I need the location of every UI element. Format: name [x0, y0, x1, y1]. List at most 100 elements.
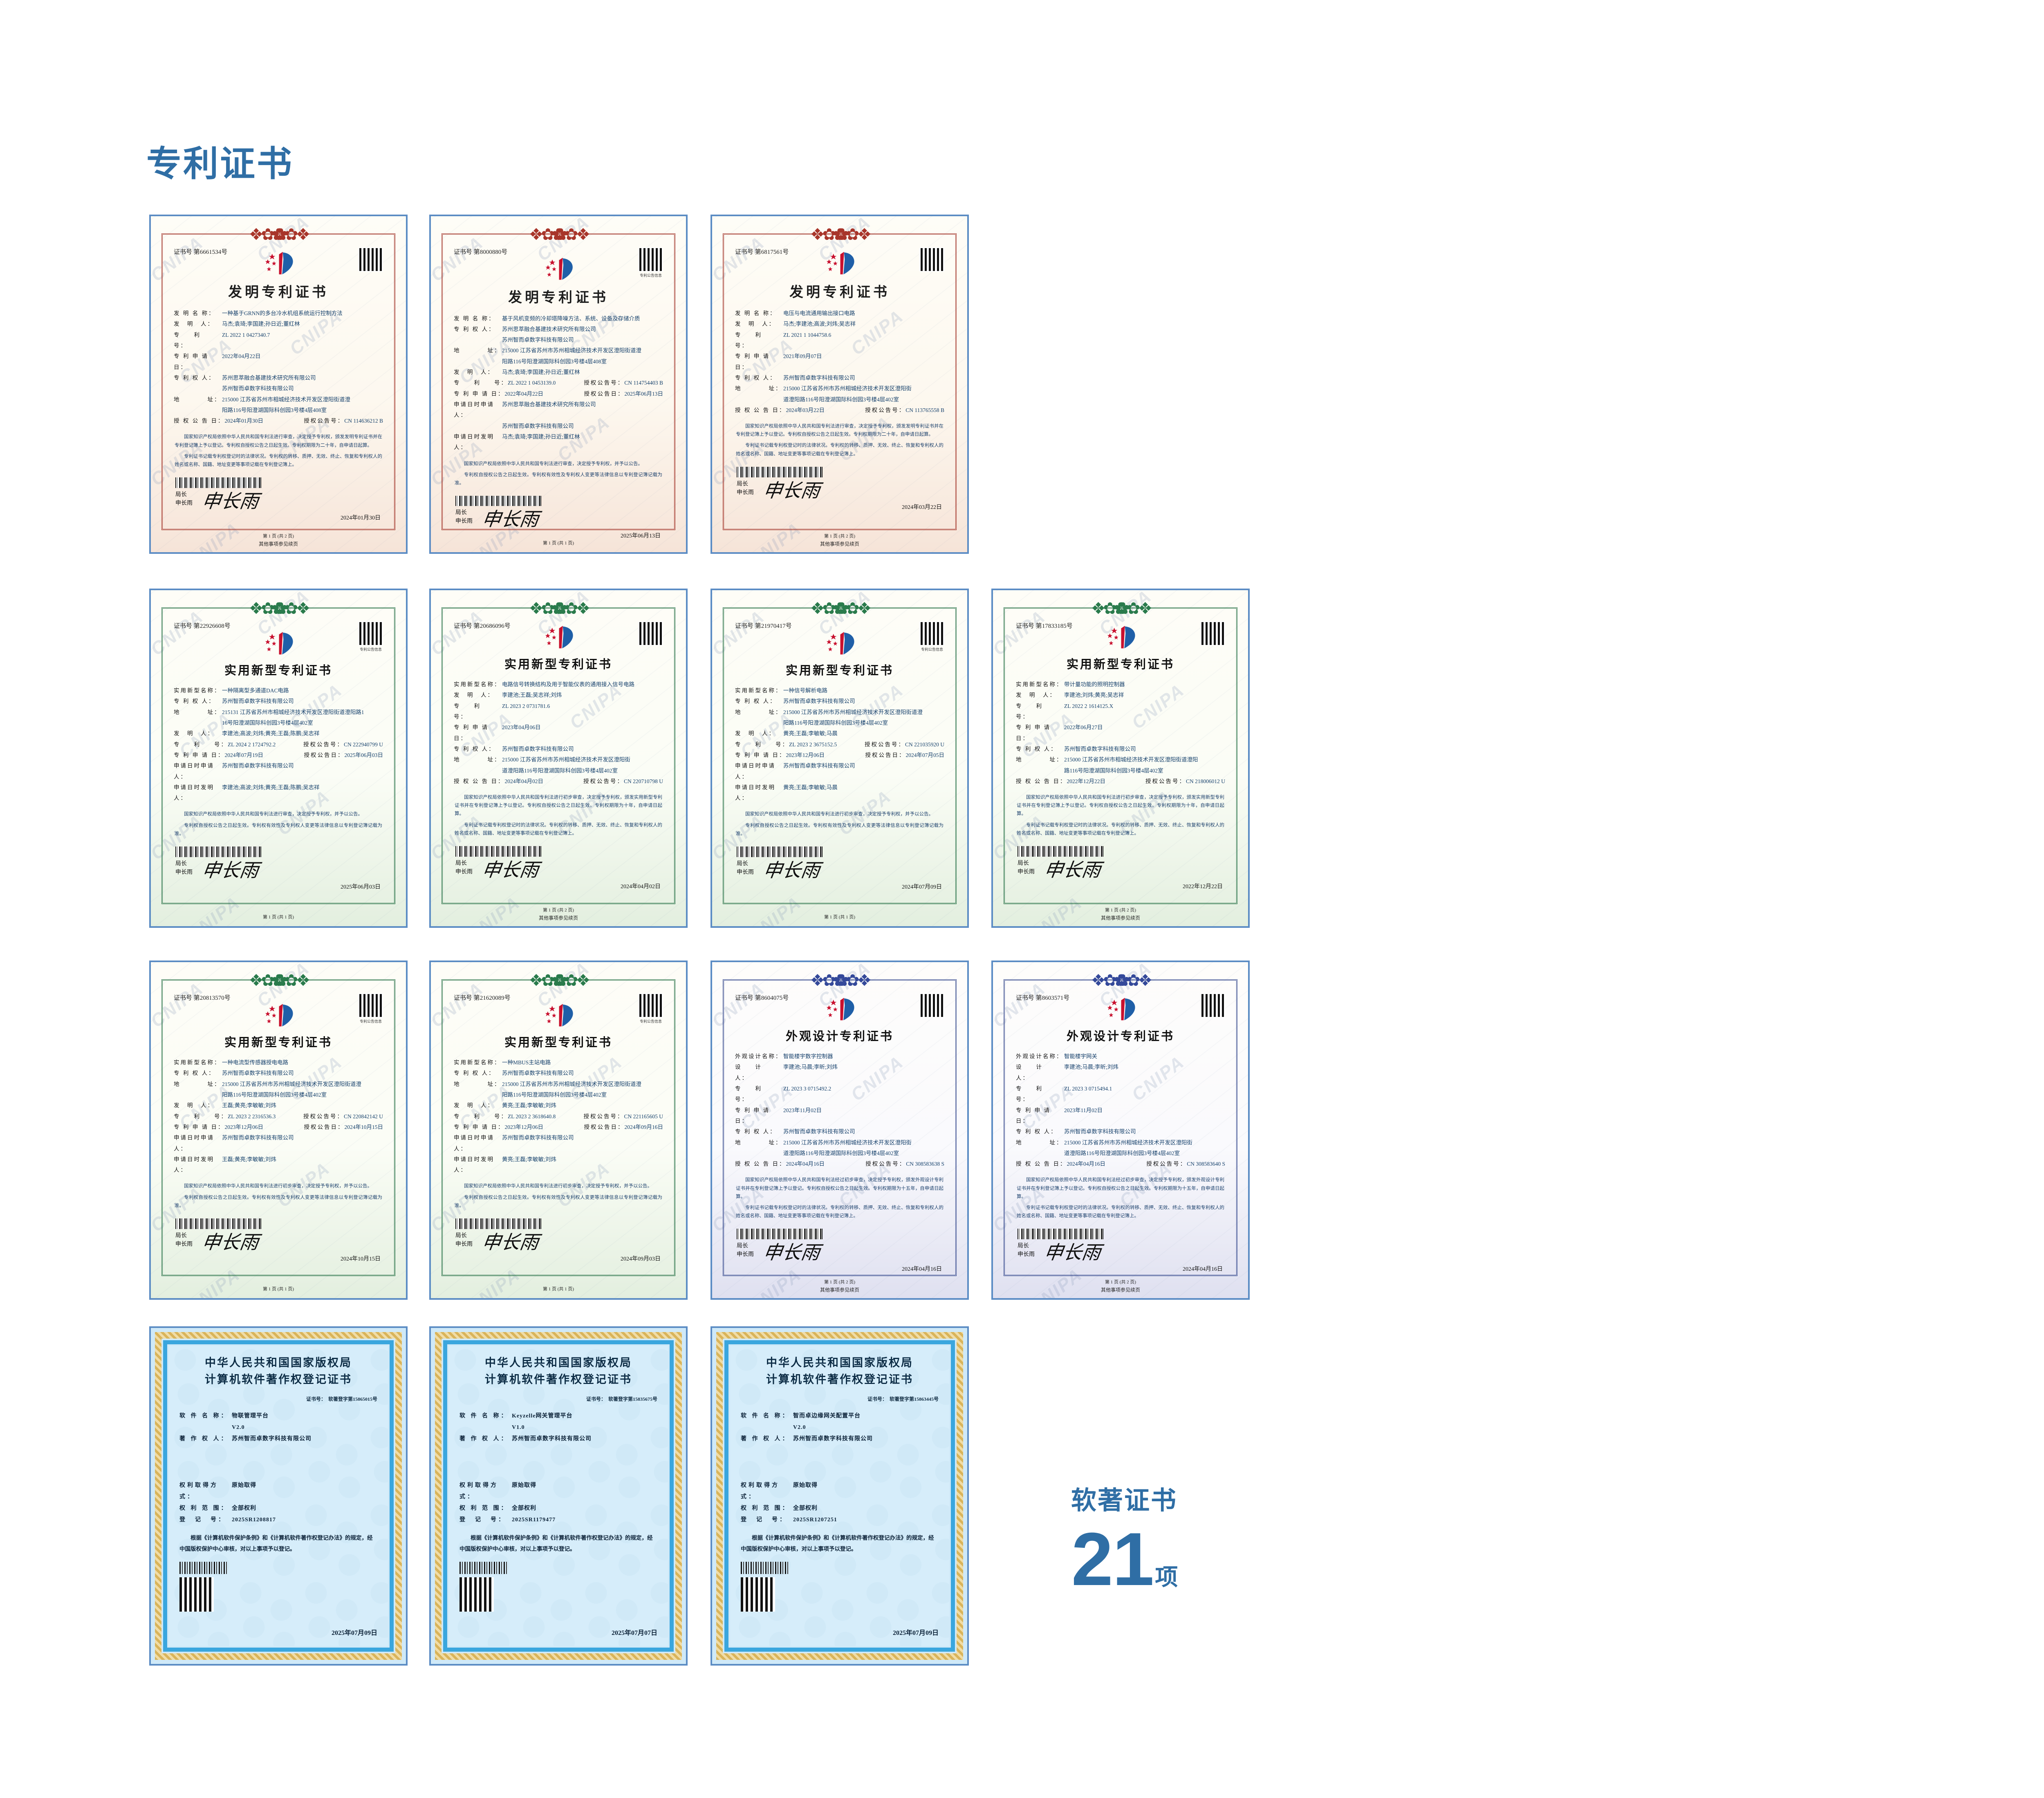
software-copyright-certificate-card[interactable]: 中华人民共和国国家版权局 计算机软件著作权登记证书 证书号： 软著登字第15835…	[429, 1326, 688, 1666]
certificate-frame: ❖✿❖✿❖ ✿ ✿	[161, 226, 395, 530]
cert-field-label	[735, 718, 783, 728]
soft-field-label	[741, 1422, 793, 1433]
certificate-title: 发明专利证书	[508, 289, 609, 306]
cert-field-value: 215000 江苏省苏州市相城经济技术开发区澄阳街道澄	[222, 396, 350, 403]
certificate-date: 2024年04月16日	[902, 1266, 942, 1273]
soft-field-row: 软 件 名 称： Keyzelle网关管理平台	[459, 1411, 657, 1422]
certificate-footer: 第 1 页 (共 2 页) 其他事项参见续页	[719, 533, 961, 548]
soft-field-label: 著 作 权 人：	[179, 1436, 229, 1442]
cert-field-label: 申请日时发明人：	[454, 433, 494, 451]
cert-field-value: 苏州思萃融合基建技术研究所有限公司	[502, 401, 596, 408]
soft-field-row: 登 记 号： 2025SR1179477	[459, 1514, 657, 1526]
cert-field-row: 申请日时申请人： 苏州智而卓数字科技有限公司	[454, 1133, 663, 1154]
cert-field-value: ZL 2022 1 0427340.7	[222, 331, 270, 338]
patent-certificate-card[interactable]: CNIPA CNIPA CNIPA CNIPA CNIPA CNIPA CNIPA ❖…	[710, 589, 969, 928]
patent-certificate-card[interactable]: CNIPA CNIPA CNIPA CNIPA CNIPA CNIPA CNIPA ❖…	[429, 215, 688, 554]
soft-field-row: 著 作 权 人： 苏州智而卓数字科技有限公司	[179, 1433, 377, 1445]
cert-field-value: 电压与电流通用输出接口电路	[783, 310, 855, 316]
cert-field-label	[174, 405, 222, 416]
soft-field-value: 2025SR1179477	[512, 1517, 556, 1523]
cert-field-pair-right: 授权公告日：2024年09月16日	[584, 1124, 663, 1130]
patent-certificate-card[interactable]: CNIPA CNIPA CNIPA CNIPA CNIPA CNIPA CNIPA ❖…	[149, 961, 408, 1300]
cert-field-label: 专 利 权 人：	[1016, 746, 1058, 752]
cert-field-pair: 专 利 号：ZL 2022 1 0453139.0 授权公告号：CN 11475…	[454, 378, 663, 388]
director-label: 局长 申长雨	[737, 860, 754, 875]
ornament-bottom-left-icon: ✿	[271, 971, 285, 990]
cert-field-label: 申请日时申请人：	[174, 1135, 214, 1152]
cert-field-label: 实用新型名称：	[454, 1059, 501, 1066]
cert-field-pair: 专 利 号：ZL 2023 2 3675152.5 授权公告号：CN 22103…	[735, 739, 944, 750]
patent-certificate-card[interactable]: CNIPA CNIPA CNIPA CNIPA CNIPA CNIPA CNIPA ❖…	[710, 215, 969, 554]
soft-field-value: 苏州智而卓数字科技有限公司	[512, 1436, 592, 1442]
software-copyright-certificate-card[interactable]: 中华人民共和国国家版权局 计算机软件著作权登记证书 证书号： 软著登字第15863…	[710, 1326, 969, 1666]
soft-field-row: 著 作 权 人： 苏州智而卓数字科技有限公司	[459, 1433, 657, 1445]
patent-certificate-card[interactable]: CNIPA CNIPA CNIPA CNIPA CNIPA CNIPA CNIPA ❖…	[149, 589, 408, 928]
cert-field-label: 外观设计名称：	[1016, 1053, 1063, 1059]
cert-field-pair: 授 权 公 告 日：2024年04月16日 授权公告号：CN 308583638…	[735, 1159, 944, 1169]
certificate-title: 实用新型专利证书	[1066, 657, 1174, 671]
certificate-continue-note: 其他事项参见续页	[1100, 915, 1140, 921]
soft-field-value: V1.0	[512, 1424, 525, 1431]
cert-field-value: 道澄阳路116号阳澄湖国际科创园3号楼4层402室	[502, 767, 618, 774]
soft-cert-fields: 软 件 名 称： Keyzelle网关管理平台 V1.0 著 作 权 人： 苏州智而卓数…	[459, 1411, 657, 1526]
cert-field-label: 发 明 人：	[454, 692, 494, 699]
badge-unit: 项	[1155, 1564, 1178, 1590]
cert-field-pair-right: 授权公告号：CN 113765558 B	[865, 407, 944, 413]
cert-field-row: 专 利 申 请 日： 2021年09月07日	[735, 351, 944, 373]
cert-field-label: 地 址：	[1016, 1139, 1063, 1146]
soft-field-value: 原始取得	[232, 1482, 256, 1489]
cert-field-pair-left: 专 利 号：ZL 2023 2 3675152.5	[735, 741, 837, 748]
cert-field-row: 申请日时发明人： 王磊;黄亮;李敏敏;刘炜	[174, 1154, 383, 1176]
certificate-page-note: 第 1 页 (共 1 页)	[542, 1287, 574, 1292]
certificate-continue-note: 其他事项参见续页	[1100, 1287, 1140, 1293]
soft-cert-org-title: 中华人民共和国国家版权局 计算机软件著作权登记证书	[485, 1357, 632, 1386]
cert-field-pair: 专 利 号：ZL 2023 2 3618640.8 授权公告号：CN 22116…	[454, 1111, 663, 1122]
soft-field-value: 智而卓边缘网关配置平台	[793, 1413, 861, 1419]
patent-certificate-card[interactable]: CNIPA CNIPA CNIPA CNIPA CNIPA CNIPA CNIPA ❖…	[991, 961, 1250, 1300]
soft-field-value: 苏州智而卓数字科技有限公司	[793, 1436, 873, 1442]
ornament-bottom-right-icon: ✿	[274, 599, 288, 618]
patent-certificate-card[interactable]: CNIPA CNIPA CNIPA CNIPA CNIPA CNIPA CNIPA ❖…	[429, 589, 688, 928]
cert-field-row: 专 利 权 人： 苏州智而卓数字科技有限公司	[735, 696, 944, 707]
software-copyright-certificate-card[interactable]: 中华人民共和国国家版权局 计算机软件著作权登记证书 证书号： 软著登字第15865…	[149, 1326, 408, 1666]
cert-field-pair-left: 授 权 公 告 日：2024年04月16日	[1016, 1161, 1105, 1167]
certificate-fields: 实用新型名称： 一种电流型传感器授电电路 专 利 权 人： 苏州智而卓数字科技有…	[157, 1050, 399, 1176]
patent-certificate-card[interactable]: CNIPA CNIPA CNIPA CNIPA CNIPA CNIPA CNIPA ❖…	[710, 961, 969, 1300]
barcode-icon	[737, 1229, 823, 1240]
cert-field-pair: 授 权 公 告 日：2024年04月02日 授权公告号：CN 220710798…	[454, 776, 663, 787]
cert-field-pair-right: 授权公告号：CN 308583640 S	[1146, 1161, 1225, 1167]
signature-block: 局长 申长雨 申长雨	[1000, 1239, 1242, 1265]
ornament-bottom-left-icon: ✿	[1114, 599, 1127, 618]
certificate-qr-block: 专利公告信息	[359, 621, 383, 652]
cert-field-pair-right: 授权公告日：2024年07月05日	[865, 752, 945, 758]
patent-certificate-card[interactable]: CNIPA CNIPA CNIPA CNIPA CNIPA CNIPA CNIPA ❖…	[991, 589, 1250, 928]
certificate-fields: 外观设计名称： 智能楼宇网关 设 计 人： 李建池;马晨;李昕;刘炜 专 利 号…	[1000, 1044, 1242, 1169]
cert-field-value: 马杰;袁琦;李国建;孙日近;董红林	[502, 369, 580, 376]
patent-certificate-card[interactable]: CNIPA CNIPA CNIPA CNIPA CNIPA CNIPA CNIPA ❖…	[149, 215, 408, 554]
page-title-patent-certificates: 专利证书	[146, 144, 294, 184]
cert-field-value: 2021年09月07日	[783, 353, 822, 360]
cert-field-value: ZL 2023 3 0715494.1	[1064, 1085, 1112, 1092]
legal-paragraph: 专利权自授权公告之日起生效。专利权有效性及专利权人变更等法律信息以专利登记簿记载…	[736, 823, 944, 836]
director-label: 局长 申长雨	[175, 491, 193, 506]
cert-field-row: 阳路116号阳澄湖国际科创园3号楼4层402室	[735, 718, 944, 728]
cert-field-label: 实用新型名称：	[174, 687, 221, 694]
cert-field-row: 申请日时发明人： 黄亮;王磊;李敏敏;刘炜	[454, 1154, 663, 1176]
cert-field-pair-right: 授权公告号：CN 114754403 B	[584, 380, 663, 386]
cert-field-pair: 授 权 公 告 日：2022年12月22日 授权公告号：CN 218006012…	[1016, 776, 1225, 787]
certificate-qr-block: 专利公告信息	[359, 993, 383, 1024]
cnipa-logo-icon	[265, 632, 293, 655]
certificate-page-note: 第 1 页 (共 2 页)	[262, 534, 294, 539]
patent-certificate-card[interactable]: CNIPA CNIPA CNIPA CNIPA CNIPA CNIPA CNIPA ❖…	[429, 961, 688, 1300]
cert-field-label	[454, 766, 502, 776]
soft-field-label: 权利取得方式：	[179, 1482, 218, 1500]
certificate-date: 2024年04月02日	[621, 883, 661, 890]
cert-field-value: 苏州智而卓数字科技有限公司	[222, 1135, 294, 1141]
cert-field-value: 李建池;刘炜;黄亮;吴志祥	[1064, 692, 1124, 699]
cert-field-row: 实用新型名称： 电路信号转换结构及用于智能仪表的通用接入信号电路	[454, 679, 663, 690]
certificate-legal-text: 国家知识产权局依照中华人民共和国专利法进行初步审查，决定授予专利权，颁发实用新型…	[1000, 787, 1242, 840]
ornament-top-icon: ❖✿❖✿❖	[810, 971, 872, 990]
cert-field-label: 专 利 权 人：	[735, 698, 777, 705]
cert-field-label: 专 利 号：	[174, 331, 214, 349]
cert-field-label: 专 利 申 请 日：	[454, 724, 489, 741]
